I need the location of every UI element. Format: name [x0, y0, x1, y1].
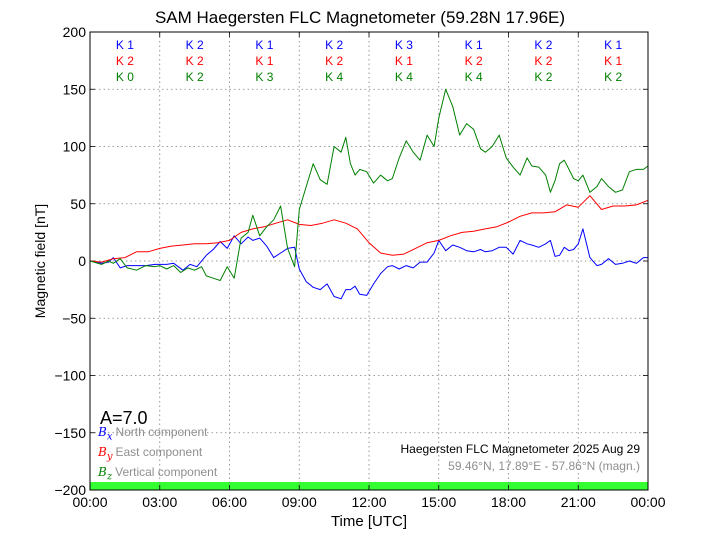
y-tick-label: −150	[54, 425, 86, 441]
x-tick-label: 21:00	[561, 494, 596, 510]
legend-symbol-vertical: Bz	[98, 464, 113, 483]
k-index-label: K 1	[255, 38, 273, 52]
legend-symbol-north: Bx	[98, 425, 113, 443]
k-index-label: K 1	[255, 54, 273, 68]
y-tick-label: −100	[54, 368, 86, 384]
k-index-label: K 1	[395, 54, 413, 68]
k-index-label: K 1	[465, 38, 483, 52]
series-north-line	[89, 228, 648, 300]
x-tick-label: 00:00	[630, 494, 665, 510]
k-index-label: K 1	[116, 38, 134, 52]
k-index-label: K 2	[465, 54, 483, 68]
k-index-label: K 1	[604, 54, 622, 68]
y-tick-label: 0	[78, 253, 86, 269]
station-info-coords: 59.46°N, 17.89°E - 57.86°N (magn.)	[448, 459, 640, 473]
legend-item-vertical: Bz Vertical component	[98, 465, 217, 485]
k-index-label: K 2	[534, 54, 552, 68]
x-axis-label: Time [UTC]	[330, 513, 408, 530]
x-tick-label: 03:00	[142, 494, 177, 510]
k-index-label: K 3	[395, 38, 413, 52]
k-index-label: K 2	[325, 54, 343, 68]
legend-item-east: By East component	[98, 445, 217, 465]
legend-label-east: East component	[115, 444, 203, 459]
k-index-label: K 2	[186, 70, 204, 84]
k-index-label: K 0	[116, 70, 134, 84]
a-index: A=7.0	[100, 408, 148, 428]
plot-frame	[89, 31, 649, 491]
x-tick-label: 06:00	[212, 494, 247, 510]
k-index-label: K 3	[255, 70, 273, 84]
y-axis-label: Magnetic field [nT]	[32, 203, 48, 319]
k-index-label: K 2	[604, 70, 622, 84]
k-index-label: K 4	[325, 70, 343, 84]
k-index-label: K 2	[325, 38, 343, 52]
y-tick-label: 150	[63, 81, 87, 97]
x-tick-label: 12:00	[351, 494, 386, 510]
series-vertical-line	[89, 88, 649, 281]
legend: Bx North component By East component Bz Ver…	[98, 425, 217, 485]
y-tick-label: 50	[70, 196, 86, 212]
x-tick-label: 18:00	[491, 494, 526, 510]
station-info-title: Haegersten FLC Magnetometer 2025 Aug 29	[400, 442, 640, 456]
k-index-label: K 1	[604, 38, 622, 52]
k-index-label: K 4	[465, 70, 483, 84]
legend-label-vertical: Vertical component	[115, 464, 218, 479]
k-index-label: K 2	[534, 70, 552, 84]
chart-title: SAM Haegersten FLC Magnetometer (59.28N …	[154, 8, 566, 27]
k-index-label: K 2	[186, 38, 204, 52]
k-index-label: K 2	[186, 54, 204, 68]
y-tick-label: 100	[63, 139, 87, 155]
series-east-line	[89, 195, 649, 263]
k-index-label: K 2	[534, 38, 552, 52]
k-index-label: K 4	[395, 70, 413, 84]
k-index-label: K 2	[116, 54, 134, 68]
y-tick-label: −200	[54, 482, 86, 498]
station-info: Haegersten FLC Magnetometer 2025 Aug 29 …	[401, 441, 640, 475]
y-tick-label: 200	[63, 24, 87, 40]
legend-symbol-east: By	[98, 444, 113, 463]
x-tick-label: 09:00	[282, 494, 317, 510]
y-tick-label: −50	[62, 310, 86, 326]
x-tick-label: 15:00	[421, 494, 456, 510]
legend-item-north: Bx North component	[98, 425, 217, 445]
x-tick-label: 00:00	[72, 494, 107, 510]
legend-label-north: North component	[115, 425, 208, 439]
